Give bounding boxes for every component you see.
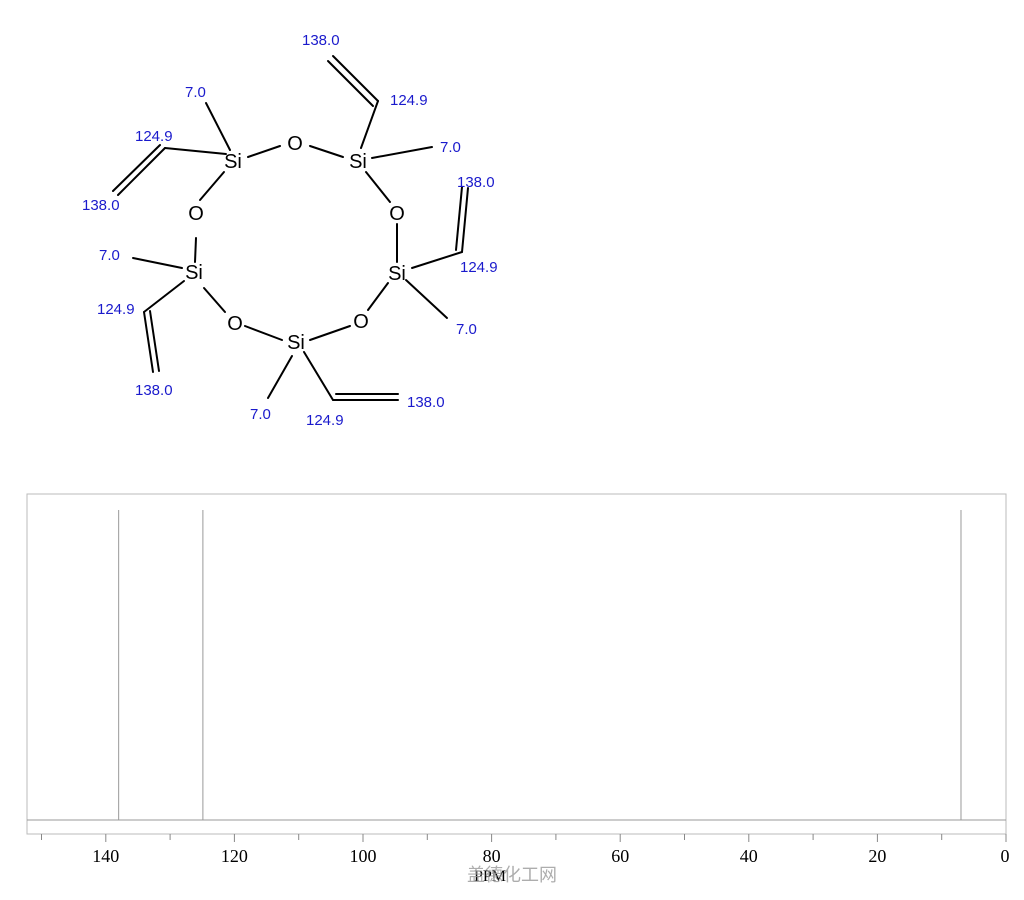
x-tick-label: 0 [1001, 846, 1010, 866]
bond [371, 146, 433, 159]
bond [360, 100, 379, 149]
shift-label: 7.0 [185, 84, 206, 101]
bond [194, 237, 197, 263]
bond [332, 55, 379, 102]
shift-label: 124.9 [460, 259, 498, 276]
x-axis-tick-labels: 140 120 100 80 60 40 20 0 [92, 846, 1009, 866]
shift-label: 124.9 [97, 301, 135, 318]
peaks-group [118, 510, 962, 820]
bond [267, 355, 293, 399]
bond [132, 257, 183, 269]
shift-label: 124.9 [135, 128, 173, 145]
bond [164, 147, 227, 155]
bond [411, 251, 463, 269]
shift-label: 7.0 [250, 406, 271, 423]
atom-label: O [389, 203, 405, 225]
shift-label: 124.9 [390, 92, 428, 109]
x-axis-ticks [41, 834, 1007, 842]
bond [143, 280, 185, 313]
bond [365, 171, 391, 203]
atom-label: O [353, 311, 369, 333]
bond [199, 171, 225, 201]
atom-label: O [287, 133, 303, 155]
bond [203, 287, 226, 313]
shift-label: 7.0 [456, 321, 477, 338]
bond [461, 187, 469, 253]
x-tick-label: 20 [868, 846, 886, 866]
spectrum-chart: 140 120 100 80 60 40 20 0 PPM [26, 493, 1010, 885]
atom-label: Si [287, 332, 305, 354]
bond [309, 325, 351, 341]
bond [143, 311, 154, 373]
plot-frame [26, 493, 1007, 835]
x-tick-label: 120 [221, 846, 248, 866]
molecule-structure: Si Si Si Si Si O O O O O 138.0 124.9 7.0… [82, 32, 498, 429]
bond [367, 282, 389, 311]
bond [309, 145, 344, 158]
bond [303, 351, 334, 401]
watermark: 盖德化工网 [467, 865, 557, 886]
shift-label: 7.0 [440, 139, 461, 156]
x-tick-label: 40 [740, 846, 758, 866]
bond [205, 102, 231, 151]
shift-label: 138.0 [302, 32, 340, 49]
atom-label: Si [349, 151, 367, 173]
x-tick-label: 100 [350, 846, 377, 866]
x-axis-title: PPM [474, 868, 506, 885]
atom-label: O [227, 313, 243, 335]
bond [247, 145, 281, 158]
atom-label: Si [388, 263, 406, 285]
bond [244, 325, 283, 341]
bond [117, 147, 166, 196]
atom-label: Si [224, 151, 242, 173]
atom-label: Si [185, 262, 203, 284]
bond [112, 144, 161, 192]
bond [327, 60, 374, 107]
shift-label: 138.0 [135, 382, 173, 399]
bond [149, 310, 160, 372]
bond [405, 279, 448, 319]
atom-label: O [188, 203, 204, 225]
shift-label: 138.0 [457, 174, 495, 191]
shift-label: 7.0 [99, 247, 120, 264]
x-tick-label: 60 [611, 846, 629, 866]
shift-label: 138.0 [407, 394, 445, 411]
shift-label: 124.9 [306, 412, 344, 429]
bond [455, 186, 463, 251]
x-tick-label: 80 [483, 846, 501, 866]
x-tick-label: 140 [92, 846, 119, 866]
shift-label: 138.0 [82, 197, 120, 214]
